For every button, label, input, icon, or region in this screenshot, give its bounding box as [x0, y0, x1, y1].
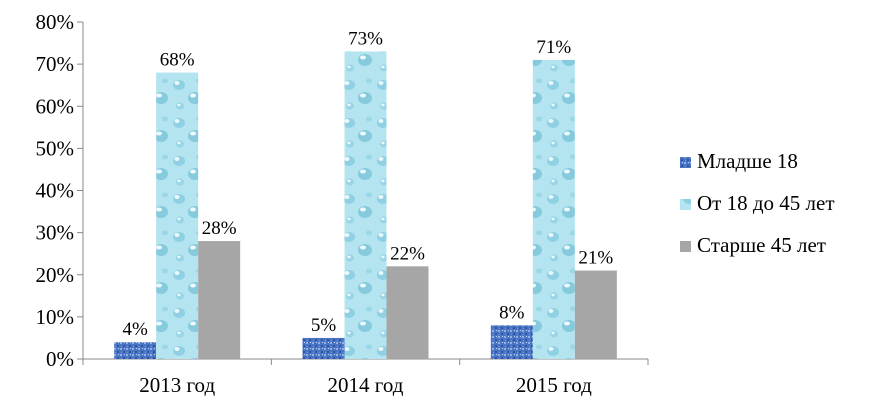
y-tick-label: 30% [36, 221, 75, 245]
x-tick-label: 2015 год [516, 373, 592, 397]
x-tick-label: 2013 год [139, 373, 215, 397]
y-tick-label: 60% [36, 94, 75, 118]
data-label: 5% [311, 315, 337, 336]
data-label: 4% [123, 319, 149, 340]
legend: Младше 18 От 18 до 45 лет Старше 45 лет [680, 149, 835, 257]
data-label: 21% [578, 248, 613, 269]
legend-swatch [680, 241, 691, 252]
data-label: 28% [202, 218, 237, 239]
legend-swatch [680, 199, 691, 210]
y-tick-label: 0% [46, 347, 74, 371]
y-tick-label: 40% [36, 179, 75, 203]
bar [156, 72, 199, 360]
y-tick-label: 50% [36, 136, 75, 160]
y-tick-label: 80% [36, 10, 75, 34]
bar [532, 59, 575, 359]
legend-label: От 18 до 45 лет [697, 191, 835, 215]
y-tick-label: 10% [36, 305, 75, 329]
data-label: 8% [499, 302, 525, 323]
y-tick-label: 70% [36, 52, 75, 76]
bar [114, 342, 157, 359]
legend-label: Старше 45 лет [697, 233, 826, 257]
bar [574, 270, 617, 359]
legend-swatch [680, 157, 691, 168]
bar [490, 325, 533, 359]
bar [198, 241, 241, 359]
data-label: 71% [536, 37, 571, 58]
bar [344, 51, 387, 360]
bar [302, 337, 345, 359]
y-tick-label: 20% [36, 263, 75, 287]
bar [386, 266, 429, 359]
legend-label: Младше 18 [697, 149, 798, 173]
data-label: 68% [160, 50, 195, 71]
x-tick-label: 2014 год [328, 373, 404, 397]
data-label: 22% [390, 243, 425, 264]
data-label: 73% [348, 28, 383, 49]
